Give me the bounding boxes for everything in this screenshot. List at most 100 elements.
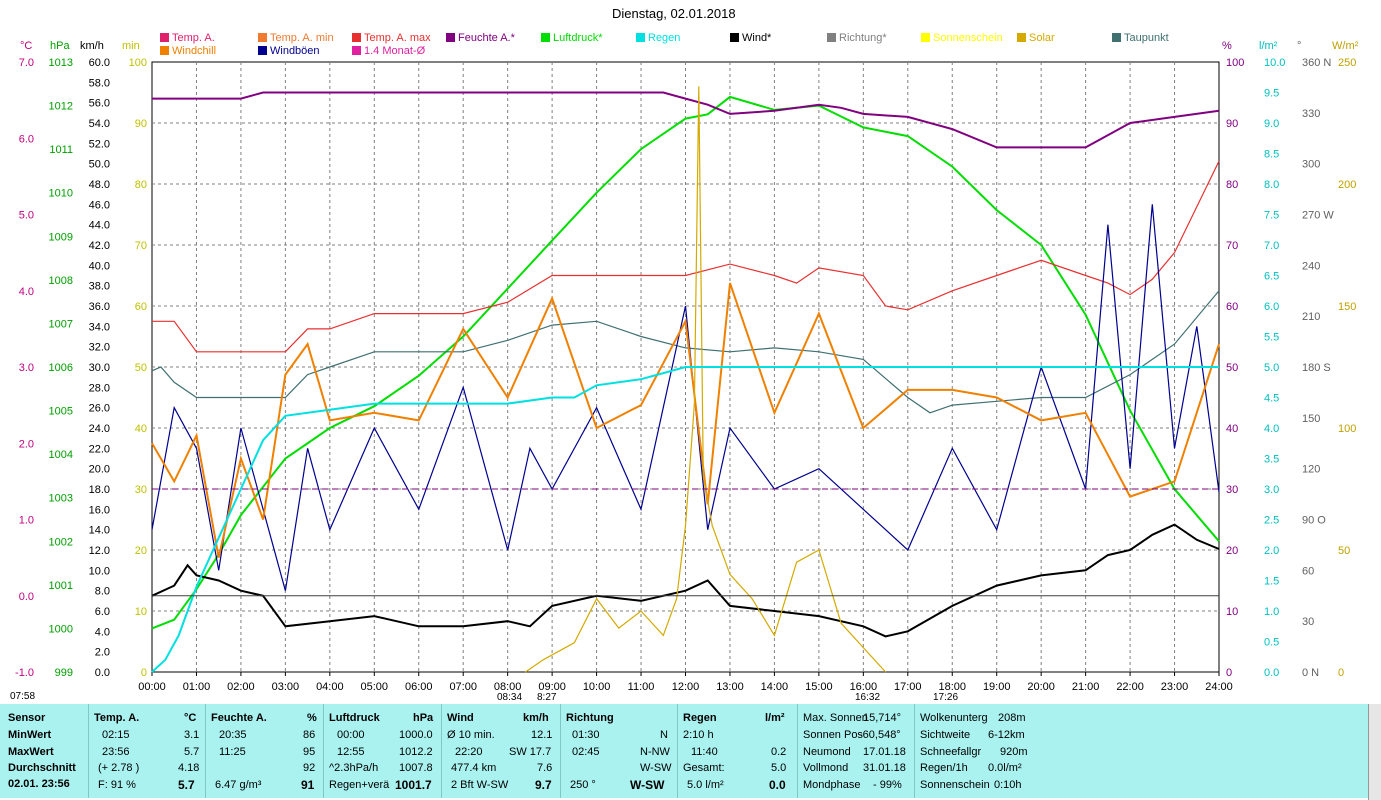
- wind-r3b: 7.6: [537, 762, 553, 774]
- temp-avg-note: (+ 2.78 ): [98, 762, 140, 774]
- legend-swatch: [258, 46, 267, 55]
- misc-r2a: Sichtweite: [920, 729, 971, 741]
- legend-label: Taupunkt: [1124, 32, 1169, 44]
- legend-item: 1.4 Monat-Ø: [352, 45, 425, 57]
- sunshine_min-tick-label: 10: [135, 606, 147, 618]
- direction-tick-label: 120: [1302, 464, 1320, 476]
- wind-tick-label: 50.0: [89, 159, 110, 171]
- rain-tick-label: 4.0: [1264, 423, 1279, 435]
- wind-tick-label: 8.0: [95, 586, 110, 598]
- x-tick-label: 07:00: [449, 681, 477, 693]
- temp-tick-label: 5.0: [19, 210, 34, 222]
- stats-col-direction: Richtung 01:30 N 02:45 N-NW W-SW 250 ° W…: [560, 704, 678, 798]
- temp-max-time: 23:56: [102, 746, 130, 758]
- chart-series: [151, 86, 1220, 673]
- pressure-tick-label: 1005: [49, 406, 73, 418]
- rain-tick-label: 10.0: [1264, 57, 1285, 69]
- sunshine_min-tick-label: 90: [135, 118, 147, 130]
- legend-item: Feuchte A.*: [446, 32, 515, 44]
- legend-label: Temp. A. max: [364, 32, 431, 44]
- x-tick-label: 16:00: [850, 681, 878, 693]
- wind-r4a: 2 Bft W-SW: [451, 779, 509, 791]
- sun-r4a: Vollmond: [803, 762, 849, 774]
- rain-tick-label: 9.0: [1264, 118, 1279, 130]
- legend-swatch: [730, 33, 739, 42]
- misc-r4a: Regen/1h: [920, 762, 968, 774]
- pressure-tick-label: 1011: [49, 144, 73, 156]
- temp-tick-label: 1.0: [19, 515, 34, 527]
- wind-tick-label: 18.0: [89, 484, 110, 496]
- x-tick-label: 14:00: [761, 681, 789, 693]
- legend-label: 1.4 Monat-Ø: [364, 45, 426, 57]
- x-tick-label: 02:00: [227, 681, 255, 693]
- sunshine_min-tick-label: 40: [135, 423, 147, 435]
- sun-r4b: 31.01.18: [863, 762, 906, 774]
- stats-col-wind: Wind km/h Ø 10 min. 12.1 22:20 SW 17.7 4…: [441, 704, 561, 798]
- chart-title: Dienstag, 02.01.2018: [612, 6, 736, 21]
- legend-item: Temp. A. min: [258, 32, 334, 44]
- solar-tick-label: 50: [1338, 545, 1350, 557]
- x-tick-label: 13:00: [716, 681, 744, 693]
- axis-unit-label: l/m²: [1259, 40, 1278, 52]
- wind-title: Wind: [447, 712, 474, 724]
- rain-tick-label: 4.5: [1264, 393, 1279, 405]
- x-tick-label: 04:00: [316, 681, 344, 693]
- wind-tick-label: 28.0: [89, 382, 110, 394]
- legend-swatch: [446, 33, 455, 42]
- legend-label: Wind*: [742, 32, 772, 44]
- humidity-now-note: 6.47 g/m³: [215, 779, 262, 791]
- vertical-scrollbar[interactable]: [1368, 704, 1381, 800]
- series-regen: [151, 366, 1219, 673]
- humidity-tick-label: 10: [1226, 606, 1238, 618]
- wind-tick-label: 54.0: [89, 118, 110, 130]
- rain-tick-label: 6.0: [1264, 301, 1279, 313]
- legend-item: Windböen: [258, 45, 320, 57]
- wind-tick-label: 52.0: [89, 138, 110, 150]
- sun-r2b: -60,548°: [859, 729, 901, 741]
- rain-tick-label: 1.0: [1264, 606, 1279, 618]
- x-tick-label: 19:00: [983, 681, 1011, 693]
- legend-label: Windböen: [270, 45, 320, 57]
- pressure-min: 1000.0: [399, 729, 433, 741]
- x-tick-label: 24:00: [1205, 681, 1233, 693]
- axis-unit-label: %: [1222, 40, 1232, 52]
- pressure-tick-label: 1004: [49, 449, 73, 461]
- x-tick-label: 22:00: [1116, 681, 1144, 693]
- direction-r4b: W-SW: [630, 778, 665, 792]
- pressure-tick-label: 1001: [49, 580, 73, 592]
- sunshine_min-tick-label: 50: [135, 362, 147, 374]
- stats-col-misc: Wolkenunterg 208m Sichtweite 6-12km Schn…: [914, 704, 1034, 798]
- humidity-max-time: 11:25: [219, 746, 246, 758]
- sun-r3b: 17.01.18: [863, 746, 906, 758]
- wind-r3a: 477.4 km: [451, 762, 497, 774]
- pressure-tick-label: 1012: [49, 101, 73, 113]
- rain-tick-label: 3.5: [1264, 454, 1279, 466]
- legend-swatch: [921, 33, 930, 42]
- legend-item: Richtung*: [827, 32, 887, 44]
- temp-tick-label: 4.0: [19, 286, 34, 298]
- rain-tick-label: 0.5: [1264, 637, 1279, 649]
- x-tick-label: 06:00: [405, 681, 433, 693]
- sunshine_min-tick-label: 30: [135, 484, 147, 496]
- legend-item: Sonnenschein: [921, 32, 1003, 44]
- wind-r4b: 9.7: [535, 778, 552, 792]
- wind-r2b: SW 17.7: [509, 746, 552, 758]
- legend-label: Temp. A.: [172, 32, 215, 44]
- pressure-tick-label: 1007: [49, 318, 73, 330]
- stats-col-humidity: Feuchte A. % 20:35 86 11:25 95 92 6.47 g…: [205, 704, 324, 798]
- wind-tick-label: 30.0: [89, 362, 110, 374]
- rain-r2a: 11:40: [691, 746, 718, 758]
- axis-unit-label: W/m²: [1332, 40, 1359, 52]
- rain-r4b: 0.0: [769, 778, 786, 792]
- wind-unit: km/h: [523, 712, 549, 724]
- solar-tick-label: 150: [1338, 301, 1356, 313]
- rain-r3b: 5.0: [771, 762, 787, 774]
- humidity-tick-label: 20: [1226, 545, 1238, 557]
- solar-tick-label: 100: [1338, 423, 1356, 435]
- pressure-now: 1001.7: [395, 778, 432, 792]
- humidity-unit: %: [307, 712, 317, 724]
- direction-r1a: 01:30: [572, 729, 600, 741]
- wind-tick-label: 22.0: [89, 443, 110, 455]
- series-feuchte-a-: [152, 91, 1220, 149]
- rain-tick-label: 6.5: [1264, 271, 1279, 283]
